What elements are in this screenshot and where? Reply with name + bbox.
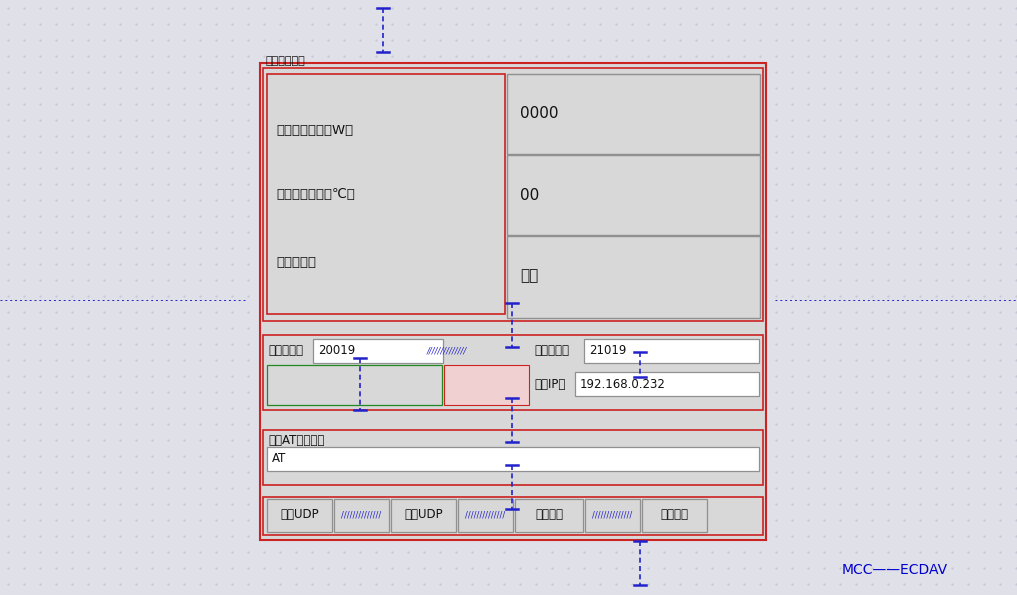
Text: 0000: 0000 <box>520 107 558 121</box>
Text: 功率数値（单位W）: 功率数値（单位W） <box>276 124 353 136</box>
Text: 00: 00 <box>520 187 539 202</box>
Text: 192.168.0.232: 192.168.0.232 <box>580 377 666 390</box>
FancyBboxPatch shape <box>444 365 529 405</box>
Text: 清空窗口: 清空窗口 <box>660 509 689 521</box>
FancyBboxPatch shape <box>515 499 583 532</box>
Text: 温度数値（单伍℃）: 温度数値（单伍℃） <box>276 189 355 202</box>
Text: 风机状态：: 风机状态： <box>276 255 316 268</box>
Text: 本地端口：: 本地端口： <box>268 345 303 358</box>
FancyBboxPatch shape <box>507 155 760 235</box>
Text: 20019: 20019 <box>318 345 355 358</box>
FancyBboxPatch shape <box>458 499 513 532</box>
Text: 21019: 21019 <box>589 345 626 358</box>
FancyBboxPatch shape <box>267 365 442 405</box>
FancyBboxPatch shape <box>507 236 760 318</box>
Text: 发送指令: 发送指令 <box>535 509 563 521</box>
FancyBboxPatch shape <box>260 63 766 540</box>
Text: //////////////: ////////////// <box>427 346 467 355</box>
FancyBboxPatch shape <box>267 447 759 471</box>
Text: 参数显示窗口: 参数显示窗口 <box>266 56 306 66</box>
FancyBboxPatch shape <box>263 497 763 535</box>
Text: //////////////: ////////////// <box>342 511 381 519</box>
FancyBboxPatch shape <box>391 499 456 532</box>
FancyBboxPatch shape <box>585 499 640 532</box>
Text: 关闭UDP: 关闭UDP <box>404 509 442 521</box>
Text: //////////////: ////////////// <box>466 511 505 519</box>
Text: 正常: 正常 <box>520 268 538 283</box>
FancyBboxPatch shape <box>642 499 707 532</box>
FancyBboxPatch shape <box>267 74 505 314</box>
Text: AT: AT <box>272 453 287 465</box>
Text: 打开UDP: 打开UDP <box>281 509 318 521</box>
FancyBboxPatch shape <box>584 339 759 363</box>
FancyBboxPatch shape <box>263 430 763 485</box>
FancyBboxPatch shape <box>575 372 759 396</box>
FancyBboxPatch shape <box>263 335 763 410</box>
FancyBboxPatch shape <box>263 68 763 321</box>
FancyBboxPatch shape <box>334 499 388 532</box>
Text: 目标端口：: 目标端口： <box>534 345 569 358</box>
Text: 发送AT指令窗口: 发送AT指令窗口 <box>268 434 324 447</box>
Text: 目标IP：: 目标IP： <box>534 377 565 390</box>
FancyBboxPatch shape <box>267 499 332 532</box>
FancyBboxPatch shape <box>313 339 443 363</box>
Text: MCC——ECDAV: MCC——ECDAV <box>842 563 948 577</box>
FancyBboxPatch shape <box>507 74 760 154</box>
Text: //////////////: ////////////// <box>592 511 633 519</box>
